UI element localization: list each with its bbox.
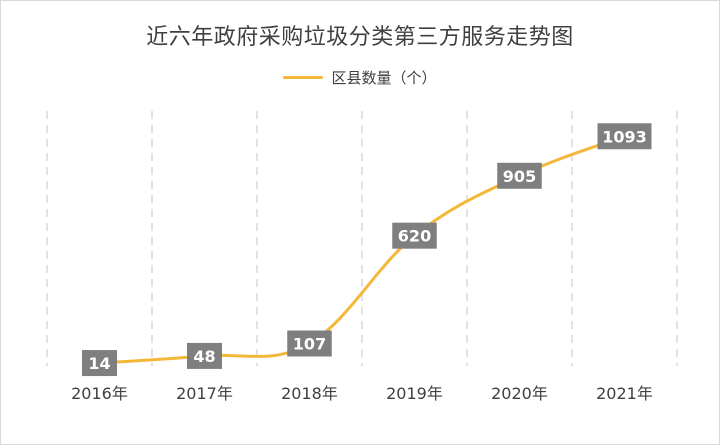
data-label: 1093 bbox=[597, 123, 652, 150]
data-label-text: 620 bbox=[398, 227, 431, 246]
data-label: 48 bbox=[187, 342, 222, 369]
data-label: 620 bbox=[392, 222, 437, 249]
x-tick-label: 2021年 bbox=[596, 384, 653, 403]
data-label-text: 48 bbox=[193, 347, 215, 366]
legend-swatch bbox=[283, 76, 324, 79]
data-label-text: 1093 bbox=[602, 127, 647, 146]
legend: 区县数量（个） bbox=[1, 67, 719, 88]
chart-title: 近六年政府采购垃圾分类第三方服务走势图 bbox=[146, 25, 574, 50]
x-tick-label: 2020年 bbox=[491, 384, 548, 403]
data-label-text: 107 bbox=[293, 335, 326, 354]
x-tick-label: 2017年 bbox=[176, 384, 233, 403]
data-label: 14 bbox=[82, 350, 117, 377]
x-tick-label: 2018年 bbox=[281, 384, 338, 403]
data-label-box bbox=[287, 330, 332, 357]
data-label-box bbox=[82, 350, 117, 377]
data-label: 905 bbox=[497, 162, 542, 189]
legend-label: 区县数量（个） bbox=[331, 69, 437, 87]
data-label-box bbox=[497, 162, 542, 189]
data-label-box bbox=[187, 342, 222, 369]
data-label-text: 905 bbox=[503, 167, 536, 186]
data-label: 107 bbox=[287, 330, 332, 357]
data-label-box bbox=[597, 123, 652, 150]
data-label-box bbox=[392, 222, 437, 249]
data-label-text: 14 bbox=[88, 354, 110, 373]
x-tick-label: 2016年 bbox=[71, 384, 128, 403]
x-tick-label: 2019年 bbox=[386, 384, 443, 403]
